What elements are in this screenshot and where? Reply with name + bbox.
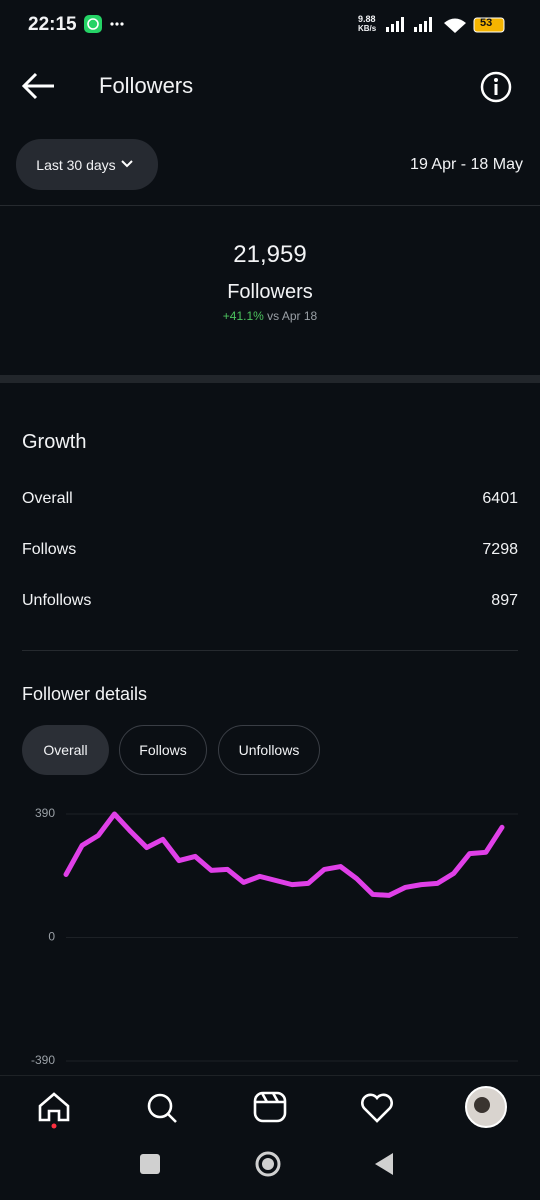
- battery: 53: [480, 17, 493, 29]
- growth-title: Growth: [22, 431, 87, 453]
- y-tick-label: 0: [48, 930, 55, 944]
- growth-value: 7298: [482, 541, 518, 558]
- info-button[interactable]: [479, 70, 513, 104]
- tab[interactable]: Follows: [119, 725, 207, 775]
- y-tick-label: -390: [31, 1053, 55, 1067]
- line-series: [63, 811, 505, 898]
- follower-count: 21,959: [233, 241, 307, 268]
- tab[interactable]: Unfollows: [218, 725, 320, 775]
- net-unit: KB/s: [358, 24, 377, 33]
- change: +41.1%: [222, 309, 264, 323]
- growth-label: Follows: [22, 541, 77, 558]
- growth-label: Overall: [22, 490, 73, 507]
- change-row: +41.1% vs Apr 18: [0, 309, 540, 323]
- divider: [22, 650, 518, 651]
- tab-label: Unfollows: [238, 742, 300, 758]
- home-icon[interactable]: [38, 1092, 70, 1122]
- back-sys-button[interactable]: [375, 1153, 393, 1175]
- tab-label: Overall: [43, 742, 88, 758]
- net-speed: 9.88: [358, 14, 376, 24]
- page-title: Followers: [99, 73, 194, 98]
- compare: vs Apr 18: [267, 309, 318, 323]
- activity-icon[interactable]: [361, 1093, 393, 1123]
- search-icon[interactable]: [147, 1093, 173, 1119]
- reels-icon[interactable]: [253, 1091, 287, 1123]
- section-divider: [0, 375, 540, 383]
- signal-icons: [386, 17, 505, 33]
- date-range: 19 Apr - 18 May: [410, 156, 523, 173]
- range-label: Last 30 days: [36, 156, 116, 173]
- chart: 390 0 -390: [31, 806, 518, 1067]
- time: 22:15: [28, 14, 77, 35]
- y-tick-label: 390: [35, 806, 55, 820]
- bottom-nav: [38, 1086, 507, 1177]
- nav-divider: [0, 1075, 540, 1076]
- tab-label: Follows: [139, 742, 187, 758]
- growth-label: Unfollows: [22, 592, 92, 609]
- divider: [0, 205, 540, 206]
- growth-value: 897: [491, 592, 518, 609]
- tab[interactable]: Overall: [22, 725, 109, 775]
- status-icons: [84, 15, 124, 33]
- range-dropdown[interactable]: Last 30 days: [16, 139, 158, 190]
- back-button[interactable]: [20, 70, 56, 102]
- home-button[interactable]: [255, 1151, 281, 1177]
- details-title: Follower details: [22, 684, 148, 704]
- recents-button[interactable]: [140, 1154, 160, 1174]
- growth-value: 6401: [482, 490, 518, 507]
- follower-label: Followers: [227, 281, 313, 303]
- chevron: [120, 159, 133, 167]
